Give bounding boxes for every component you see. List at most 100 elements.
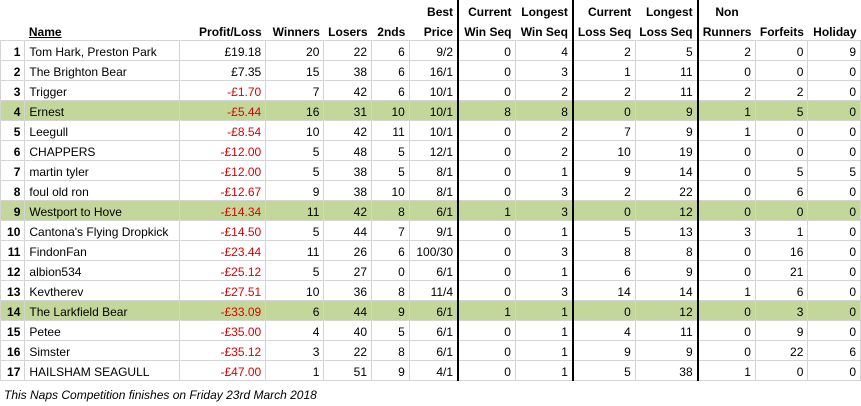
cell-profit-loss: -£23.44 xyxy=(178,240,267,261)
cell-current-win-seq: 0 xyxy=(457,320,516,341)
cell-rank: 15 xyxy=(0,320,26,341)
cell-name: martin tyler xyxy=(24,160,180,181)
table-row: 8 foul old ron -£12.67 9 38 10 8/1 0 3 2 22 0 6 0 xyxy=(0,180,861,201)
cell-2nds: 9 xyxy=(371,300,410,321)
cell-profit-loss: -£27.51 xyxy=(178,280,267,301)
cell-name: Simster xyxy=(24,340,180,361)
cell-current-win-seq: 0 xyxy=(457,180,516,201)
cell-longest-loss-seq: 8 xyxy=(634,240,699,261)
cell-2nds: 11 xyxy=(371,120,410,141)
cell-2nds: 8 xyxy=(371,280,410,301)
cell-current-loss-seq: 0 xyxy=(572,300,636,321)
cell-best-price: 6/1 xyxy=(408,320,459,341)
cell-longest-win-seq: 2 xyxy=(514,80,574,101)
cell-best-price: 6/1 xyxy=(408,340,459,361)
cell-longest-win-seq: 2 xyxy=(514,120,574,141)
cell-forfeits: 22 xyxy=(754,340,809,361)
table-row: 17 HAILSHAM SEAGULL -£47.00 1 51 9 4/1 0 1 5 38 1 0 0 xyxy=(0,360,861,381)
header-current-win-top: Current xyxy=(457,0,516,20)
cell-name: Kevtherev xyxy=(24,280,180,301)
header-losers: Losers xyxy=(328,25,368,39)
cell-non-runners: 0 xyxy=(697,160,756,181)
cell-longest-win-seq: 1 xyxy=(514,260,574,281)
cell-2nds: 7 xyxy=(371,220,410,241)
cell-forfeits: 0 xyxy=(754,40,809,61)
cell-profit-loss: -£5.44 xyxy=(178,100,267,121)
cell-forfeits: 6 xyxy=(754,280,809,301)
cell-name: Ernest xyxy=(24,100,180,121)
cell-longest-loss-seq: 19 xyxy=(634,140,699,161)
cell-longest-loss-seq: 14 xyxy=(634,280,699,301)
cell-rank: 6 xyxy=(0,140,26,161)
cell-current-win-seq: 0 xyxy=(457,80,516,101)
cell-2nds: 8 xyxy=(371,340,410,361)
cell-profit-loss: -£35.12 xyxy=(178,340,267,361)
cell-2nds: 8 xyxy=(371,200,410,221)
header-winners-spacer xyxy=(266,0,324,20)
cell-best-price: 6/1 xyxy=(408,300,459,321)
cell-holiday: 0 xyxy=(807,120,861,141)
table-row: 2 The Brighton Bear £7.35 15 38 6 16/1 0 3 1 11 0 0 0 xyxy=(0,60,861,81)
cell-current-win-seq: 0 xyxy=(457,120,516,141)
cell-winners: 5 xyxy=(265,160,325,181)
cell-non-runners: 0 xyxy=(697,320,756,341)
cell-holiday: 9 xyxy=(807,40,861,61)
cell-forfeits: 0 xyxy=(754,60,809,81)
cell-holiday: 0 xyxy=(807,360,861,381)
header-name-spacer xyxy=(25,0,180,20)
cell-profit-loss: -£1.70 xyxy=(178,80,267,101)
cell-rank: 11 xyxy=(0,240,26,261)
header-non-runners-top: Non xyxy=(715,5,739,19)
cell-rank: 5 xyxy=(0,120,26,141)
cell-profit-loss: -£12.67 xyxy=(178,180,267,201)
cell-holiday: 6 xyxy=(807,340,861,361)
table-row: 1 Tom Hark, Preston Park £19.18 20 22 6 9/2 0 4 2… xyxy=(0,40,861,61)
cell-longest-loss-seq: 9 xyxy=(634,260,699,281)
header-holiday-spacer xyxy=(808,0,861,20)
cell-current-loss-seq: 5 xyxy=(572,360,636,381)
table-row: 4 Ernest -£5.44 16 31 10 10/1 8 8 0 9 1 5 0 xyxy=(0,100,861,121)
cell-current-loss-seq: 2 xyxy=(572,180,636,201)
cell-longest-win-seq: 3 xyxy=(514,240,574,261)
cell-holiday: 0 xyxy=(807,200,861,221)
cell-name: foul old ron xyxy=(24,180,180,201)
cell-best-price: 10/1 xyxy=(408,80,459,101)
cell-losers: 48 xyxy=(323,140,373,161)
cell-best-price: 16/1 xyxy=(408,60,459,81)
cell-name: albion534 xyxy=(24,260,180,281)
cell-forfeits: 1 xyxy=(754,220,809,241)
cell-holiday: 0 xyxy=(807,240,861,261)
table-row: 11 FindonFan -£23.44 11 26 6 100/30 0 3 8 8 0 16 0 xyxy=(0,240,861,261)
cell-name: The Larkfield Bear xyxy=(24,300,180,321)
cell-current-win-seq: 0 xyxy=(457,360,516,381)
cell-profit-loss: -£47.00 xyxy=(178,360,267,381)
cell-rank: 9 xyxy=(0,200,26,221)
cell-non-runners: 1 xyxy=(697,360,756,381)
cell-holiday: 0 xyxy=(807,100,861,121)
cell-rank: 3 xyxy=(0,80,26,101)
table-row: 13 Kevtherev -£27.51 10 36 8 11/4 0 3 14 14 1 6 0 xyxy=(0,280,861,301)
cell-name: Leegull xyxy=(24,120,180,141)
cell-longest-loss-seq: 22 xyxy=(634,180,699,201)
cell-losers: 40 xyxy=(323,320,373,341)
cell-2nds: 9 xyxy=(371,360,410,381)
cell-profit-loss: -£14.50 xyxy=(178,220,267,241)
table-row: 9 Westport to Hove -£14.34 11 42 8 6/1 1 3 0 12 0 0 0 xyxy=(0,200,861,221)
cell-forfeits: 0 xyxy=(754,120,809,141)
cell-longest-win-seq: 8 xyxy=(514,100,574,121)
cell-best-price: 6/1 xyxy=(408,200,459,221)
header-longest-loss-seq: Loss Seq xyxy=(635,20,699,41)
cell-losers: 44 xyxy=(323,220,373,241)
cell-losers: 31 xyxy=(323,100,373,121)
cell-current-win-seq: 1 xyxy=(457,300,516,321)
cell-current-win-seq: 0 xyxy=(457,340,516,361)
cell-rank: 17 xyxy=(0,360,26,381)
cell-best-price: 11/4 xyxy=(408,280,459,301)
table-row: 14 The Larkfield Bear -£33.09 6 44 9 6/1 1 1 0 12 0… xyxy=(0,300,861,321)
header-row-2: Name Profit/Loss Winners Losers 2nds Pri… xyxy=(1,20,861,41)
cell-forfeits: 6 xyxy=(754,180,809,201)
cell-current-loss-seq: 8 xyxy=(572,240,636,261)
table-row: 15 Petee -£35.00 4 40 5 6/1 0 1 4 11 0 9 0 xyxy=(0,320,861,341)
cell-holiday: 5 xyxy=(807,160,861,181)
cell-losers: 38 xyxy=(323,60,373,81)
